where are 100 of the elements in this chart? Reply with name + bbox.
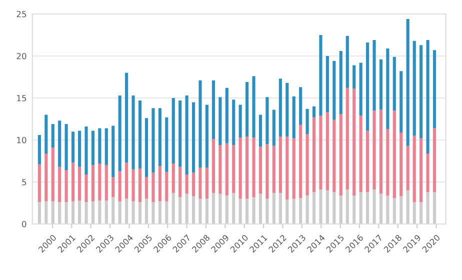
bar <box>319 116 322 190</box>
bar <box>212 80 216 140</box>
bar <box>286 136 289 200</box>
bar <box>58 120 62 167</box>
bar <box>432 192 436 224</box>
bar <box>38 134 41 164</box>
bar <box>132 201 135 224</box>
bar <box>359 192 362 224</box>
bar <box>332 120 336 192</box>
bar <box>91 165 95 202</box>
bar <box>386 195 390 224</box>
bar <box>392 110 396 198</box>
bar <box>205 168 208 199</box>
bar <box>144 176 148 199</box>
bar <box>64 202 68 224</box>
bar <box>218 145 222 194</box>
bar <box>205 104 208 168</box>
bar <box>352 195 356 224</box>
bar <box>406 19 410 146</box>
bar <box>138 100 142 169</box>
bar <box>84 202 88 224</box>
bar <box>346 190 349 224</box>
bar <box>178 166 182 198</box>
bar <box>118 201 122 224</box>
bar <box>299 124 302 198</box>
bar <box>292 198 296 224</box>
bar <box>98 200 102 224</box>
bar <box>372 110 376 190</box>
bar <box>104 165 108 200</box>
bar <box>84 174 88 202</box>
bar <box>232 145 236 193</box>
bar <box>412 202 416 224</box>
bar <box>392 56 396 111</box>
bar <box>91 201 95 224</box>
bar <box>372 40 376 111</box>
bar <box>332 61 336 120</box>
bar <box>118 95 122 172</box>
bar <box>366 192 370 224</box>
bar <box>406 146 410 190</box>
bar <box>432 128 436 192</box>
bar <box>412 136 416 202</box>
bar <box>138 168 142 202</box>
bar <box>332 192 336 224</box>
bar <box>292 138 296 199</box>
bar <box>272 110 276 146</box>
bar <box>406 190 410 224</box>
bar <box>185 194 188 224</box>
bar <box>172 192 175 224</box>
bar <box>238 137 242 199</box>
bar <box>326 190 329 224</box>
bar <box>286 200 289 224</box>
bar <box>366 42 370 131</box>
bar <box>426 153 430 192</box>
bar <box>359 116 362 192</box>
bar <box>266 144 269 199</box>
bar <box>78 200 82 224</box>
bar <box>58 166 62 202</box>
bar <box>212 139 216 193</box>
bar <box>125 72 128 163</box>
bar <box>319 35 322 116</box>
bar <box>218 97 222 146</box>
bar <box>420 45 423 138</box>
bar <box>339 195 342 224</box>
bar <box>379 194 383 224</box>
bar <box>84 126 88 174</box>
bar <box>326 56 329 112</box>
bar <box>51 201 54 224</box>
bar <box>379 110 383 194</box>
bar <box>339 50 342 114</box>
bar <box>420 202 423 224</box>
bar <box>172 164 175 193</box>
bar <box>98 128 102 164</box>
y-tick-label: 15 <box>17 95 26 102</box>
bar <box>246 82 249 137</box>
bar <box>98 164 102 200</box>
bar <box>299 198 302 224</box>
bar <box>91 130 95 166</box>
bar <box>144 118 148 177</box>
bar <box>38 164 41 202</box>
bar <box>346 36 349 88</box>
bar <box>118 171 122 202</box>
bar <box>198 168 202 199</box>
bar <box>252 137 256 198</box>
bar <box>71 162 75 202</box>
bar <box>278 192 282 224</box>
bar <box>51 124 54 148</box>
bar <box>386 129 390 196</box>
bar <box>392 198 396 224</box>
bar <box>178 197 182 224</box>
bar <box>64 124 68 170</box>
bar <box>205 198 208 224</box>
bar <box>432 50 436 128</box>
y-tick-label: 25 <box>16 10 26 18</box>
bar <box>359 62 362 116</box>
bar <box>326 112 329 190</box>
y-tick-label: 20 <box>16 52 26 60</box>
bar <box>258 114 262 147</box>
bar <box>426 40 430 154</box>
bar <box>198 198 202 224</box>
y-tick-label: 0 <box>22 220 26 228</box>
